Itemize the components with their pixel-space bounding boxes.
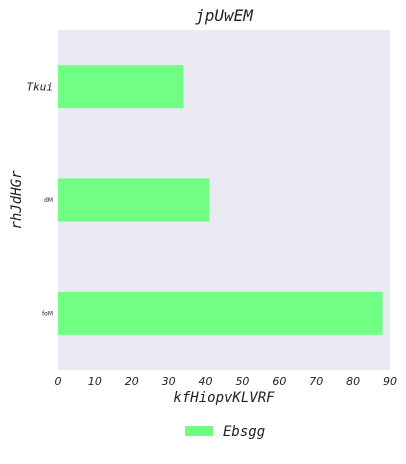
legend-label: Ebsgg [223, 424, 265, 440]
y-tick-label: dM [44, 197, 53, 204]
bar-Tkui [58, 65, 184, 109]
x-tick-label: 80 [346, 375, 360, 388]
x-tick-label: 70 [309, 375, 323, 388]
y-tick-label: Tkui [27, 81, 54, 94]
bar-dM [58, 178, 210, 222]
legend-swatch [185, 426, 213, 436]
bar-foM [58, 291, 383, 335]
y-axis-label: rhJdHGr [9, 170, 25, 230]
x-tick-label: 50 [235, 375, 249, 388]
x-tick-label: 90 [383, 375, 397, 388]
y-tick-label: foM [42, 310, 53, 317]
x-tick-label: 30 [162, 375, 176, 388]
x-tick-label: 60 [272, 375, 286, 388]
x-tick-label: 10 [88, 375, 102, 388]
x-tick-label: 0 [55, 375, 62, 388]
x-axis-label: kfHiopvKLVRF [173, 390, 275, 406]
legend: Ebsgg [185, 424, 265, 440]
x-tick-label: 20 [125, 375, 139, 388]
chart-title: jpUwEM [195, 6, 254, 25]
x-tick-label: 40 [199, 375, 213, 388]
